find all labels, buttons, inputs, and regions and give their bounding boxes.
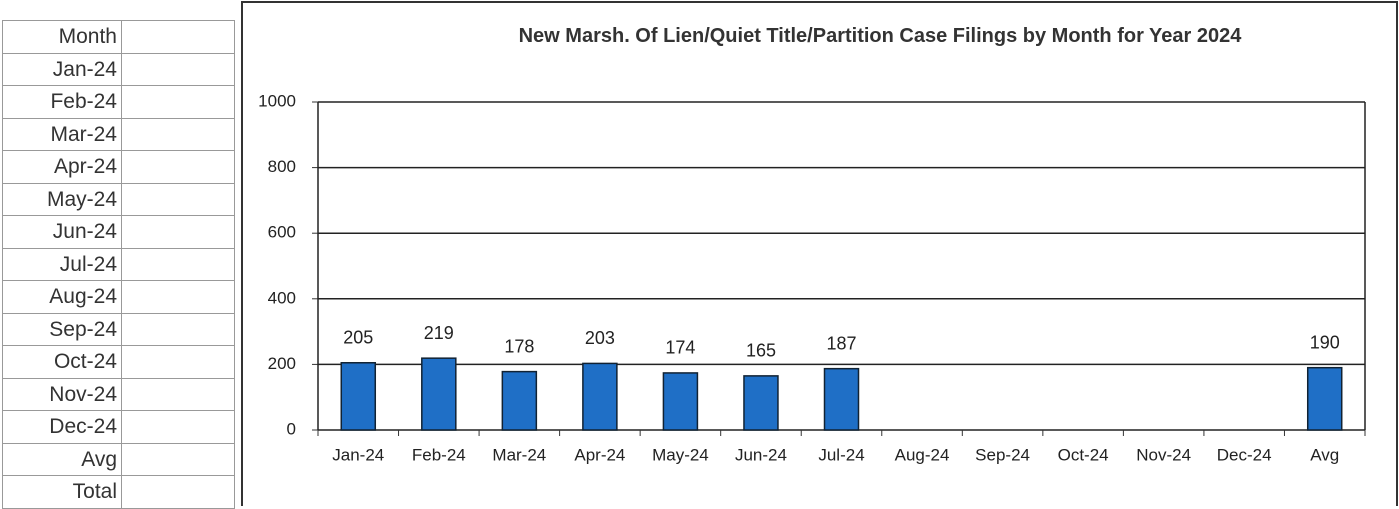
y-tick-label: 400 [268,288,296,307]
filings-cell [121,312,235,346]
bar [662,372,699,431]
data-row: Sep-24 [2,312,235,346]
x-tick-label: Jul-24 [818,445,864,464]
title-box: New Marsh. Of Lien/Quiet Title/Partition… [518,25,1242,47]
x-tick-label: Feb-24 [412,445,466,464]
data-row: May-24 [2,182,235,216]
bar [582,362,618,431]
data-label: 203 [585,328,615,348]
month-cell: Jun-24 [2,215,122,249]
y-tick-label: 200 [268,354,296,373]
data-label: 174 [665,338,695,358]
data-label: 187 [826,333,856,353]
bar [1306,366,1343,431]
month-cell: Total [2,475,122,509]
bar [823,367,860,431]
month-cell: Dec-24 [2,410,122,444]
x-tick-label: Jun-24 [735,445,787,464]
x-tick-label: Jan-24 [332,445,384,464]
filings-cell [121,442,235,476]
x-tick-label: Aug-24 [895,445,950,464]
data-row: Oct-24 [2,345,235,379]
bar [421,357,457,431]
filings-cell [121,85,235,119]
data-label: 190 [1310,332,1340,352]
x-tick-label: Mar-24 [492,445,546,464]
data-label: 219 [424,323,454,343]
month-cell: Month [2,20,122,54]
data-label: 165 [746,341,776,361]
data-row: Jul-24 [2,247,235,281]
x-tick-label: Oct-24 [1058,445,1109,464]
x-tick-label: Apr-24 [574,445,625,464]
month-cell: Nov-24 [2,377,122,411]
filings-cell [121,280,235,314]
month-cell: Apr-24 [2,150,122,184]
month-cell: May-24 [2,182,122,216]
bar [501,370,538,431]
data-row: Dec-24 [2,410,235,444]
header-row: Month [2,20,235,54]
y-tick-label: 0 [287,419,296,438]
x-tick-label: May-24 [652,445,709,464]
y-tick-label: 800 [268,157,296,176]
filings-cell [121,52,235,86]
x-tick-label: Dec-24 [1217,445,1272,464]
filings-table: Month Jan-24 Feb-24 Mar-24 Apr-24 May-24 Jun-2… [2,20,235,509]
data-label: 178 [504,336,534,356]
bar [743,375,779,431]
month-cell: Mar-24 [2,117,122,151]
y-tick-label: 600 [268,223,296,242]
data-row: Total [2,475,235,509]
x-tick-label: Nov-24 [1136,445,1191,464]
y-tick-label: 1000 [258,91,296,110]
filings-cell [121,215,235,249]
filings-cell [121,20,235,54]
data-row: Apr-24 [2,150,235,184]
data-label: 205 [343,328,373,348]
month-cell: Jul-24 [2,247,122,281]
filings-cell [121,345,235,379]
chart-frame [241,1,1398,506]
data-row: Jun-24 [2,215,235,249]
x-tick-label: Avg [1310,445,1339,464]
month-cell: Avg [2,442,122,476]
filings-cell [121,182,235,216]
filings-cell [121,377,235,411]
data-row: Avg [2,442,235,476]
data-row: Nov-24 [2,377,235,411]
month-cell: Sep-24 [2,312,122,346]
month-cell: Oct-24 [2,345,122,379]
bar [340,362,377,431]
chart-title: New Marsh. Of Lien/Quiet Title/Partition… [518,25,1242,47]
x-tick-label: Sep-24 [975,445,1030,464]
data-row: Feb-24 [2,85,235,119]
